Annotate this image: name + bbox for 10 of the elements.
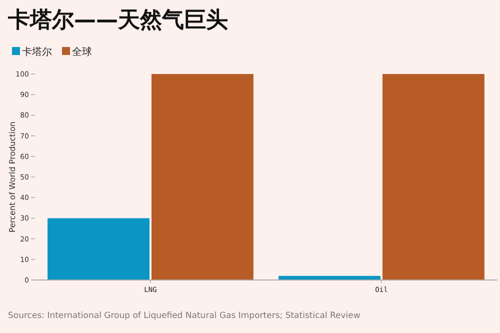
bar: [152, 74, 254, 280]
y-axis-title: Percent of World Production: [8, 122, 17, 232]
bar: [382, 74, 484, 280]
bar: [48, 218, 150, 280]
legend-item: 卡塔尔: [12, 47, 52, 58]
legend-label: 卡塔尔: [22, 46, 52, 58]
chart-title: 卡塔尔——天然气巨头: [7, 8, 228, 33]
source-note: Sources: International Group of Liquefied Natural Gas Importers; Statistical Review: [8, 311, 360, 321]
legend-item: 全球: [62, 47, 92, 58]
legend-label: 全球: [72, 46, 92, 58]
